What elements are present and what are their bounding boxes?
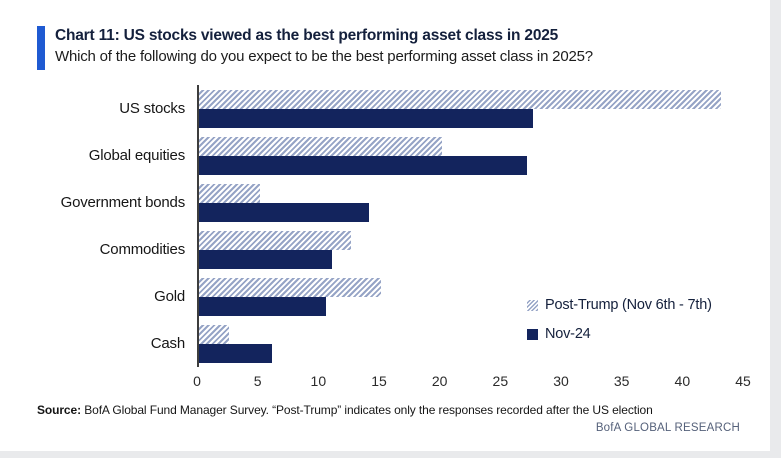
- bars-government-bonds: [197, 179, 745, 226]
- source-note: Source: BofA Global Fund Manager Survey.…: [37, 403, 740, 417]
- category-row-cash: Cash: [0, 320, 770, 367]
- legend-item-nov-24: Nov-24: [527, 326, 712, 342]
- x-tick-10: 10: [310, 373, 327, 389]
- legend-item-post-trump-nov-6th-7th: Post-Trump (Nov 6th - 7th): [527, 297, 712, 313]
- bar-nov-24-government-bonds: [199, 202, 369, 222]
- bar-post-trump-nov-6th-7th-global-equities: [199, 136, 442, 156]
- x-tick-25: 25: [492, 373, 509, 389]
- source-label: Source:: [37, 403, 81, 417]
- x-tick-35: 35: [613, 373, 630, 389]
- legend: Post-Trump (Nov 6th - 7th) Nov-24: [527, 297, 712, 355]
- bar-post-trump-nov-6th-7th-commodities: [199, 230, 351, 250]
- x-tick-0: 0: [193, 373, 201, 389]
- legend-swatch-hatched-icon: [527, 299, 538, 311]
- x-tick-5: 5: [253, 373, 262, 389]
- category-label-commodities: Commodities: [99, 241, 186, 258]
- bars-us-stocks: [197, 85, 745, 132]
- chart-header: Chart 11: US stocks viewed as the best p…: [37, 26, 770, 70]
- bars-cash: [197, 320, 745, 367]
- category-label-gold: Gold: [154, 288, 185, 305]
- bars-commodities: [197, 226, 745, 273]
- chart-card: Chart 11: US stocks viewed as the best p…: [0, 0, 770, 451]
- bar-post-trump-nov-6th-7th-cash: [199, 324, 230, 344]
- bars-global-equities: [197, 132, 745, 179]
- category-label-cash: Cash: [150, 335, 185, 352]
- bar-nov-24-us-stocks: [199, 108, 533, 128]
- chart-area: US stocks Global equities Government bonds…: [0, 85, 770, 389]
- category-label-government-bonds: Government bonds: [60, 194, 186, 211]
- accent-bar: [37, 26, 45, 70]
- category-row-government-bonds: Government bonds: [0, 179, 770, 226]
- legend-label-post-trump-nov-6th-7th: Post-Trump (Nov 6th - 7th): [545, 297, 712, 313]
- x-tick-40: 40: [674, 373, 691, 389]
- x-axis: 0 5 10 15 20 25 30 35 40 45: [193, 367, 751, 389]
- category-row-gold: Gold: [0, 273, 770, 320]
- x-tick-20: 20: [431, 373, 448, 389]
- category-label-global-equities: Global equities: [88, 147, 185, 164]
- chart-title: Chart 11: US stocks viewed as the best p…: [55, 27, 559, 44]
- x-tick-45: 45: [735, 373, 751, 389]
- bar-nov-24-commodities: [199, 249, 333, 269]
- category-row-global-equities: Global equities: [0, 132, 770, 179]
- chart-footer: Source: BofA Global Fund Manager Survey.…: [37, 403, 740, 434]
- x-tick-30: 30: [553, 373, 569, 389]
- bar-nov-24-gold: [199, 296, 327, 316]
- bars-gold: [197, 273, 745, 320]
- brand-mark: BofA GLOBAL RESEARCH: [595, 422, 740, 434]
- bar-nov-24-global-equities: [199, 155, 527, 175]
- category-row-commodities: Commodities: [0, 226, 770, 273]
- x-tick-15: 15: [371, 373, 387, 389]
- bar-post-trump-nov-6th-7th-gold: [199, 277, 381, 297]
- legend-swatch-solid-icon: [527, 328, 538, 340]
- bar-nov-24-cash: [199, 343, 272, 363]
- chart-subtitle: Which of the following do you expect to …: [55, 47, 593, 65]
- bar-post-trump-nov-6th-7th-us-stocks: [199, 89, 721, 109]
- category-label-us-stocks: US stocks: [119, 100, 185, 117]
- plot-rows: US stocks Global equities Government bonds…: [0, 85, 770, 367]
- bar-post-trump-nov-6th-7th-government-bonds: [199, 183, 260, 203]
- legend-label-nov-24: Nov-24: [545, 326, 591, 342]
- category-row-us-stocks: US stocks: [0, 85, 770, 132]
- source-text: BofA Global Fund Manager Survey. “Post-T…: [80, 403, 653, 417]
- header-text: Chart 11: US stocks viewed as the best p…: [55, 26, 593, 70]
